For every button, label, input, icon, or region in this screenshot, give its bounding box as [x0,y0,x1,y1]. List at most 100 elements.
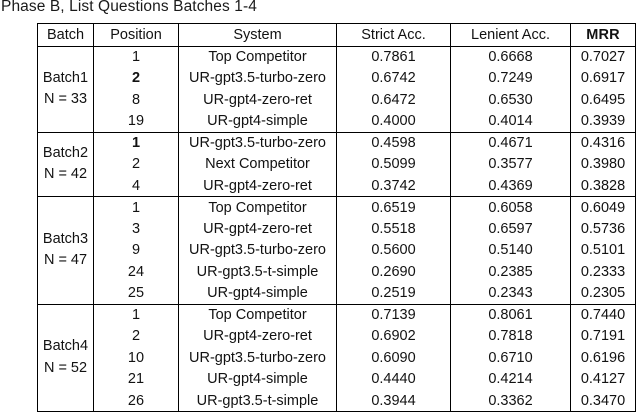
lenient-acc-cell: 0.4369 [450,175,571,197]
mrr-cell: 0.3939 [570,110,636,132]
batch-n-label: N = 52 [43,359,88,376]
strict-acc-cell: 0.4598 [336,131,451,154]
system-cell: UR-gpt3.5-t-simple [178,261,337,283]
mrr-cell: 0.3470 [570,390,636,412]
lenient-acc-cell: 0.4214 [450,368,571,390]
batch-name: Batch4 [42,338,89,355]
system-cell: UR-gpt3.5-t-simple [178,390,337,412]
batch-cell: Batch4 N = 52 [37,303,94,412]
strict-acc-cell: 0.6742 [336,67,451,89]
mrr-cell: 0.6049 [570,196,636,218]
batch-name: Batch1 [42,69,89,86]
position-cell: 4 [93,175,179,197]
position-cell: 2 [93,153,179,175]
table-caption: Phase B, List Questions Batches 1-4 [1,0,257,15]
lenient-acc-cell: 0.4671 [450,131,571,154]
column-header-system: System [178,23,337,47]
column-header-lenient-acc: Lenient Acc. [450,23,571,47]
position-cell: 1 [93,45,179,68]
lenient-acc-cell: 0.3362 [450,390,571,412]
strict-acc-cell: 0.2690 [336,261,451,283]
strict-acc-cell: 0.3944 [336,390,451,412]
column-header-batch: Batch [37,23,94,47]
system-cell: UR-gpt3.5-turbo-zero [178,239,337,261]
system-cell: UR-gpt4-zero-ret [178,218,337,240]
position-cell: 2 [93,67,179,89]
mrr-cell: 0.7440 [570,303,636,326]
system-cell: UR-gpt4-zero-ret [178,89,337,111]
system-cell: UR-gpt4-zero-ret [178,325,337,347]
strict-acc-cell: 0.5518 [336,218,451,240]
position-cell: 19 [93,110,179,132]
column-header-mrr: MRR [570,23,636,47]
position-cell: 1 [93,131,179,154]
position-cell: 8 [93,89,179,111]
lenient-acc-cell: 0.6058 [450,196,571,218]
position-cell: 24 [93,261,179,283]
system-cell: UR-gpt3.5-turbo-zero [178,131,337,154]
table-row: 2 UR-gpt4-zero-ret 0.6902 0.7818 0.7191 [38,325,636,347]
table-row: 3 UR-gpt4-zero-ret 0.5518 0.6597 0.5736 [38,218,636,240]
system-cell: Top Competitor [178,196,337,218]
mrr-cell: 0.4316 [570,131,636,154]
strict-acc-cell: 0.5099 [336,153,451,175]
batch-name: Batch2 [42,144,89,161]
position-cell: 26 [93,390,179,412]
lenient-acc-cell: 0.7818 [450,325,571,347]
table-row: 26 UR-gpt3.5-t-simple 0.3944 0.3362 0.3470 [38,390,636,412]
strict-acc-cell: 0.2519 [336,282,451,304]
lenient-acc-cell: 0.6668 [450,45,571,68]
lenient-acc-cell: 0.6530 [450,89,571,111]
batch-cell: Batch3 N = 47 [37,196,94,304]
table-row: 24 UR-gpt3.5-t-simple 0.2690 0.2385 0.2333 [38,261,636,283]
mrr-cell: 0.5736 [570,218,636,240]
lenient-acc-cell: 0.5140 [450,239,571,261]
position-cell: 1 [93,303,179,326]
mrr-cell: 0.7191 [570,325,636,347]
mrr-cell: 0.7027 [570,45,636,68]
batch-n-label: N = 33 [43,91,88,107]
results-table: Batch Position System Strict Acc. Lenien… [37,23,636,412]
header-row: Batch Position System Strict Acc. Lenien… [37,23,636,47]
system-cell: UR-gpt3.5-turbo-zero [178,67,337,89]
lenient-acc-cell: 0.4014 [450,110,571,132]
system-cell: UR-gpt4-simple [178,282,337,304]
strict-acc-cell: 0.4000 [336,110,451,132]
column-header-strict-acc: Strict Acc. [336,23,451,47]
mrr-cell: 0.6495 [570,89,636,111]
table-row: 8 UR-gpt4-zero-ret 0.6472 0.6530 0.6495 [38,89,636,111]
table-row: 9 UR-gpt3.5-turbo-zero 0.5600 0.5140 0.5101 [38,239,636,261]
table-row: 4 UR-gpt4-zero-ret 0.3742 0.4369 0.3828 [38,175,636,197]
position-cell: 25 [93,282,179,304]
strict-acc-cell: 0.6472 [336,89,451,111]
strict-acc-cell: 0.3742 [336,175,451,197]
table-row: Batch3 N = 47 1 Top Competitor 0.6519 0.6058 0… [37,196,636,304]
table-body: Batch1 N = 33 1 Top Competitor 0.7861 0.6668 0… [37,45,636,412]
table-row: 19 UR-gpt4-simple 0.4000 0.4014 0.3939 [38,110,636,132]
strict-acc-cell: 0.6902 [336,325,451,347]
system-cell: UR-gpt3.5-turbo-zero [178,347,337,369]
batch-cell: Batch2 N = 42 [37,131,94,197]
lenient-acc-cell: 0.6710 [450,347,571,369]
strict-acc-cell: 0.7139 [336,303,451,326]
mrr-cell: 0.2305 [570,282,636,304]
strict-acc-cell: 0.6090 [336,347,451,369]
position-cell: 3 [93,218,179,240]
strict-acc-cell: 0.5600 [336,239,451,261]
batch-name: Batch3 [42,230,89,247]
lenient-acc-cell: 0.7249 [450,67,571,89]
table-row: 2 UR-gpt3.5-turbo-zero 0.6742 0.7249 0.6917 [38,67,636,89]
mrr-cell: 0.5101 [570,239,636,261]
system-cell: Next Competitor [178,153,337,175]
table-row: 21 UR-gpt4-simple 0.4440 0.4214 0.4127 [38,368,636,390]
table-row: Batch4 N = 52 1 Top Competitor 0.7139 0.8061 0… [37,303,636,412]
mrr-cell: 0.6196 [570,347,636,369]
lenient-acc-cell: 0.8061 [450,303,571,326]
system-cell: UR-gpt4-zero-ret [178,175,337,197]
table-row: Batch1 N = 33 1 Top Competitor 0.7861 0.6668 0… [37,45,636,132]
system-cell: UR-gpt4-simple [178,368,337,390]
mrr-cell: 0.3980 [570,153,636,175]
table-row: Batch2 N = 42 1 UR-gpt3.5-turbo-zero 0.4598 0… [37,131,636,197]
mrr-cell: 0.6917 [570,67,636,89]
